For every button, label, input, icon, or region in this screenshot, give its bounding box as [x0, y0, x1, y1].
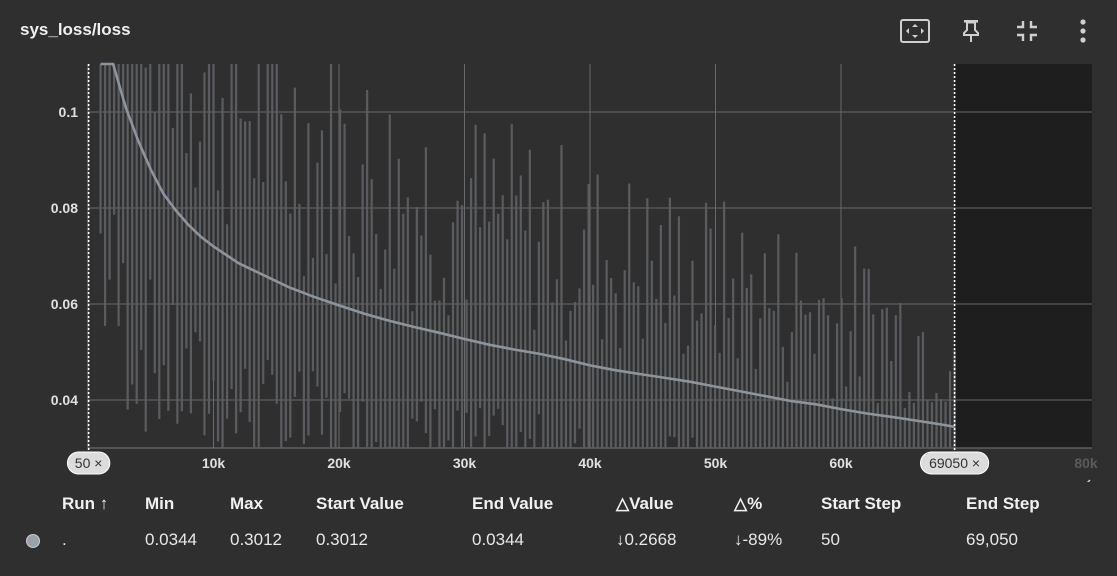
more-vert-icon: [1080, 19, 1086, 43]
end-value: 0.0344: [472, 530, 524, 549]
y-tick-label: 0.08: [51, 200, 78, 216]
start-value: 0.3012: [316, 530, 368, 549]
range-end-chip-bg: [919, 451, 990, 475]
card-title: sys_loss/loss: [20, 20, 131, 39]
range-end-chip[interactable]: 69050 ×: [919, 451, 990, 475]
resize-handle-icon[interactable]: [1083, 479, 1091, 482]
loss-chart[interactable]: 0.10.080.060.04 0k10k20k30k40k50k60k80k …: [0, 62, 1117, 482]
range-end-chip-label: 69050 ×: [929, 455, 980, 471]
pin-button[interactable]: [955, 14, 987, 48]
end-step: 69,050: [966, 530, 1018, 549]
x-tick-label: 40k: [578, 455, 602, 471]
fit-domain-button[interactable]: [899, 14, 931, 48]
x-tick-label: 20k: [327, 455, 351, 471]
range-start-chip-label: 50 ×: [75, 455, 103, 471]
range-start-chip-bg: [66, 451, 111, 475]
stats-row: . 0.0344 0.3012 0.3012 0.0344 ↓0.2668 ↓-…: [0, 526, 1117, 554]
x-tick-label: 10k: [202, 455, 226, 471]
x-tick-label: 50k: [704, 455, 728, 471]
x-tick-label: 30k: [453, 455, 477, 471]
col-max-header[interactable]: Max: [230, 494, 264, 513]
col-min-header[interactable]: Min: [145, 494, 175, 513]
fit-domain-icon: [900, 19, 930, 43]
pin-icon: [963, 20, 979, 42]
col-start-step-header[interactable]: Start Step: [821, 494, 902, 513]
collapse-button[interactable]: [1011, 14, 1043, 48]
collapse-icon: [1017, 21, 1037, 41]
x-tick-label: 80k: [1074, 455, 1098, 471]
max-value: 0.3012: [230, 530, 282, 549]
start-step: 50: [821, 530, 840, 549]
delta-pct: ↓-89%: [734, 530, 783, 549]
col-delta-value-header[interactable]: △Value: [616, 494, 674, 513]
y-tick-label: 0.06: [51, 296, 78, 312]
range-start-chip[interactable]: 50 ×: [66, 451, 111, 475]
run-color-swatch[interactable]: [26, 534, 40, 548]
col-run-header[interactable]: Run ↑: [62, 494, 109, 513]
delta-value: ↓0.2668: [616, 530, 677, 549]
run-name: .: [62, 530, 67, 549]
col-end-step-header[interactable]: End Step: [966, 494, 1040, 513]
card-toolbar: [899, 14, 1099, 48]
smoothed-loss-line: [100, 62, 955, 429]
stats-header-row: Run ↑ Min Max Start Value End Value △Val…: [0, 490, 1117, 518]
x-tick-label: 60k: [829, 455, 853, 471]
col-delta-pct-header[interactable]: △%: [734, 494, 763, 513]
y-tick-label: 0.04: [51, 392, 78, 408]
more-options-button[interactable]: [1067, 14, 1099, 48]
min-value: 0.0344: [145, 530, 197, 549]
col-start-value-header[interactable]: Start Value: [316, 494, 404, 513]
y-tick-label: 0.1: [59, 104, 79, 120]
col-end-value-header[interactable]: End Value: [472, 494, 554, 513]
excluded-region-right: [954, 64, 1092, 448]
